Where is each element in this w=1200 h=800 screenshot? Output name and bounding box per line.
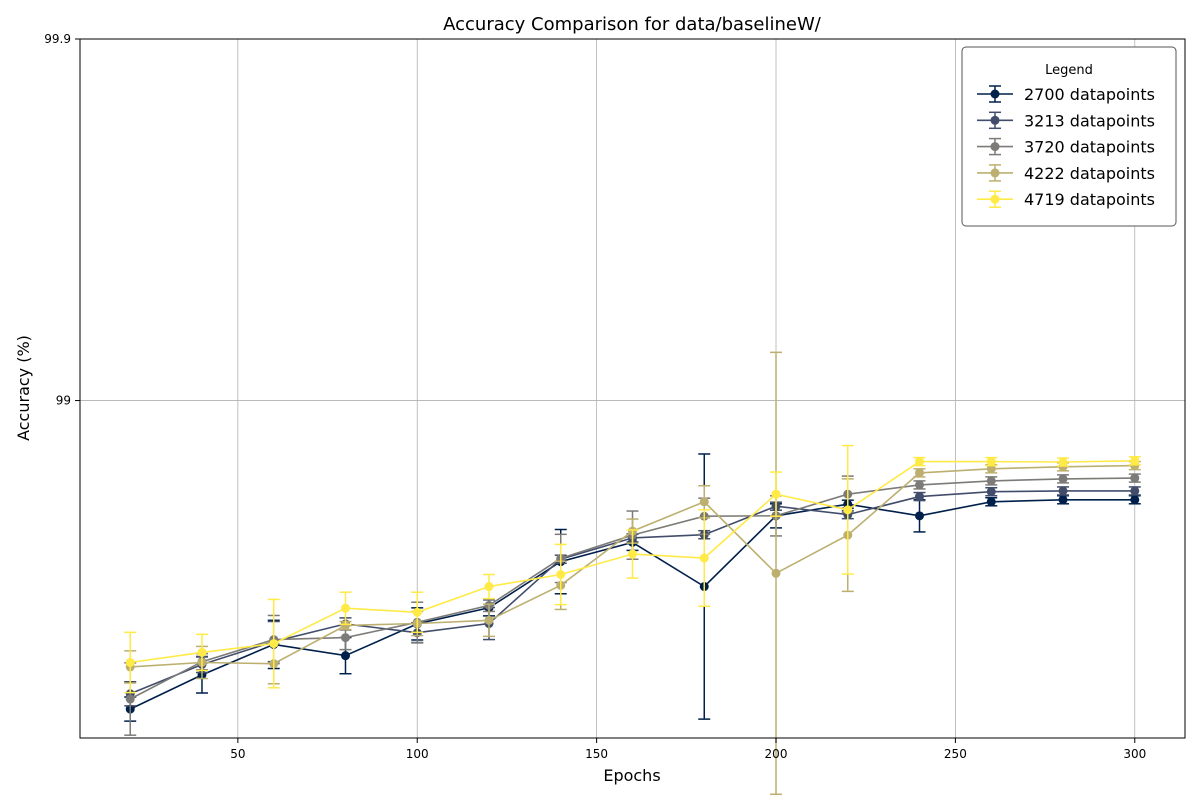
data-point <box>628 549 637 559</box>
legend-swatch-marker <box>990 194 1000 204</box>
data-point <box>340 621 350 631</box>
legend-label: 3720 datapoints <box>1024 138 1155 157</box>
legend-label: 4719 datapoints <box>1024 190 1155 209</box>
data-point <box>197 647 207 657</box>
y-axis-label: Accuracy (%) <box>14 335 33 441</box>
data-point <box>771 568 781 578</box>
legend-item: 3213 datapoints <box>977 111 1155 130</box>
plot-frame <box>79 38 1186 739</box>
data-point <box>1058 486 1068 496</box>
data-point <box>915 468 925 478</box>
data-point <box>1130 486 1140 496</box>
legend-label: 4222 datapoints <box>1024 164 1155 183</box>
data-point <box>484 615 494 625</box>
data-point <box>771 489 781 499</box>
data-point <box>125 657 135 667</box>
x-tick-label: 150 <box>585 747 608 761</box>
legend-swatch-marker <box>990 89 1000 99</box>
legend-label: 3213 datapoints <box>1024 111 1155 130</box>
y-tick-label: 99.9 <box>44 32 71 46</box>
data-point <box>1058 495 1068 505</box>
data-point <box>269 639 279 649</box>
data-point <box>915 511 925 521</box>
data-point <box>986 476 996 486</box>
data-point <box>340 633 350 643</box>
legend-swatch-marker <box>990 115 1000 125</box>
data-point <box>125 694 135 704</box>
x-tick-label: 250 <box>944 747 967 761</box>
legend-swatch-marker <box>990 142 1000 152</box>
series-layer <box>124 351 1141 795</box>
data-point <box>1058 474 1068 484</box>
x-axis-label: Epochs <box>603 766 660 785</box>
legend-item: 4222 datapoints <box>977 164 1155 183</box>
x-tick-label: 200 <box>765 747 788 761</box>
x-tick-label: 50 <box>230 747 245 761</box>
data-point <box>556 569 566 579</box>
data-point <box>986 464 996 474</box>
legend-title: Legend <box>1045 63 1093 78</box>
series-5 <box>124 444 1141 694</box>
data-point <box>484 582 494 592</box>
legend-box <box>961 46 1177 227</box>
data-point <box>986 457 996 467</box>
data-point <box>699 497 709 507</box>
data-point <box>843 505 853 515</box>
data-point <box>1130 473 1140 483</box>
data-point <box>1130 495 1140 505</box>
legend-items: 2700 datapoints 3213 datapoints 3720 datap… <box>977 85 1155 209</box>
chart-title: Accuracy Comparison for data/baselineW/ <box>443 14 822 35</box>
data-point <box>340 651 350 661</box>
data-point <box>1058 457 1068 467</box>
data-point <box>1130 456 1140 466</box>
data-point <box>340 603 350 613</box>
legend-item: 2700 datapoints <box>977 85 1155 104</box>
ticks: 50 100 150 200 250 300 99 99.9 <box>44 32 1146 761</box>
data-point <box>915 457 925 467</box>
legend-item: 3720 datapoints <box>977 138 1155 157</box>
legend-label: 2700 datapoints <box>1024 85 1155 104</box>
data-point <box>986 487 996 497</box>
y-tick-label: 99 <box>56 394 71 408</box>
x-tick-label: 100 <box>406 747 429 761</box>
legend: Legend 2700 datapoints 3213 datapoints 372… <box>961 46 1177 227</box>
data-point <box>986 497 996 507</box>
data-point <box>915 492 925 502</box>
x-tick-label: 300 <box>1123 747 1146 761</box>
data-point <box>412 607 422 617</box>
legend-swatch-marker <box>990 168 1000 178</box>
legend-item: 4719 datapoints <box>977 190 1155 209</box>
data-point <box>915 480 925 490</box>
data-point <box>699 553 709 563</box>
